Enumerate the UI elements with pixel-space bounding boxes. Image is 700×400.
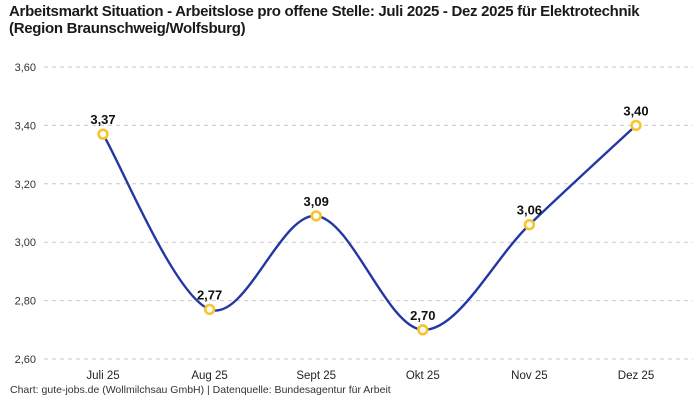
data-point-marker: [97, 128, 109, 140]
x-axis-tick-label: Nov 25: [511, 370, 547, 382]
y-axis-tick-label: 3,40: [15, 120, 36, 132]
y-axis-tick-label: 2,60: [15, 354, 36, 366]
chart-attribution: Chart: gute-jobs.de (Wollmilchsau GmbH) …: [10, 384, 391, 396]
data-point-marker: [310, 210, 322, 222]
data-point-marker: [523, 219, 536, 231]
data-point-marker: [630, 119, 642, 132]
y-axis-tick-label: 3,00: [15, 237, 36, 249]
data-point-label: 2,70: [410, 308, 435, 323]
data-point-marker: [203, 303, 216, 316]
data-point-label: 3,40: [623, 103, 648, 118]
x-axis-tick-label: Okt 25: [406, 370, 440, 382]
x-axis-tick-label: Dez 25: [618, 370, 654, 382]
y-axis-tick-label: 2,80: [15, 296, 36, 308]
data-point-label: 3,37: [90, 112, 115, 127]
x-axis-tick-label: Aug 25: [191, 370, 227, 382]
data-point-label: 3,06: [517, 203, 542, 218]
data-point-marker: [417, 324, 429, 336]
y-axis-tick-label: 3,20: [15, 179, 36, 191]
data-point-label: 3,09: [304, 194, 329, 209]
series-line: [101, 124, 638, 332]
data-point-label: 2,77: [197, 287, 222, 302]
x-axis-tick-label: Juli 25: [86, 370, 119, 382]
chart-title: Arbeitsmarkt Situation - Arbeitslose pro…: [9, 3, 640, 37]
y-axis-tick-label: 3,60: [15, 62, 36, 74]
x-axis-tick-label: Sept 25: [296, 370, 336, 382]
